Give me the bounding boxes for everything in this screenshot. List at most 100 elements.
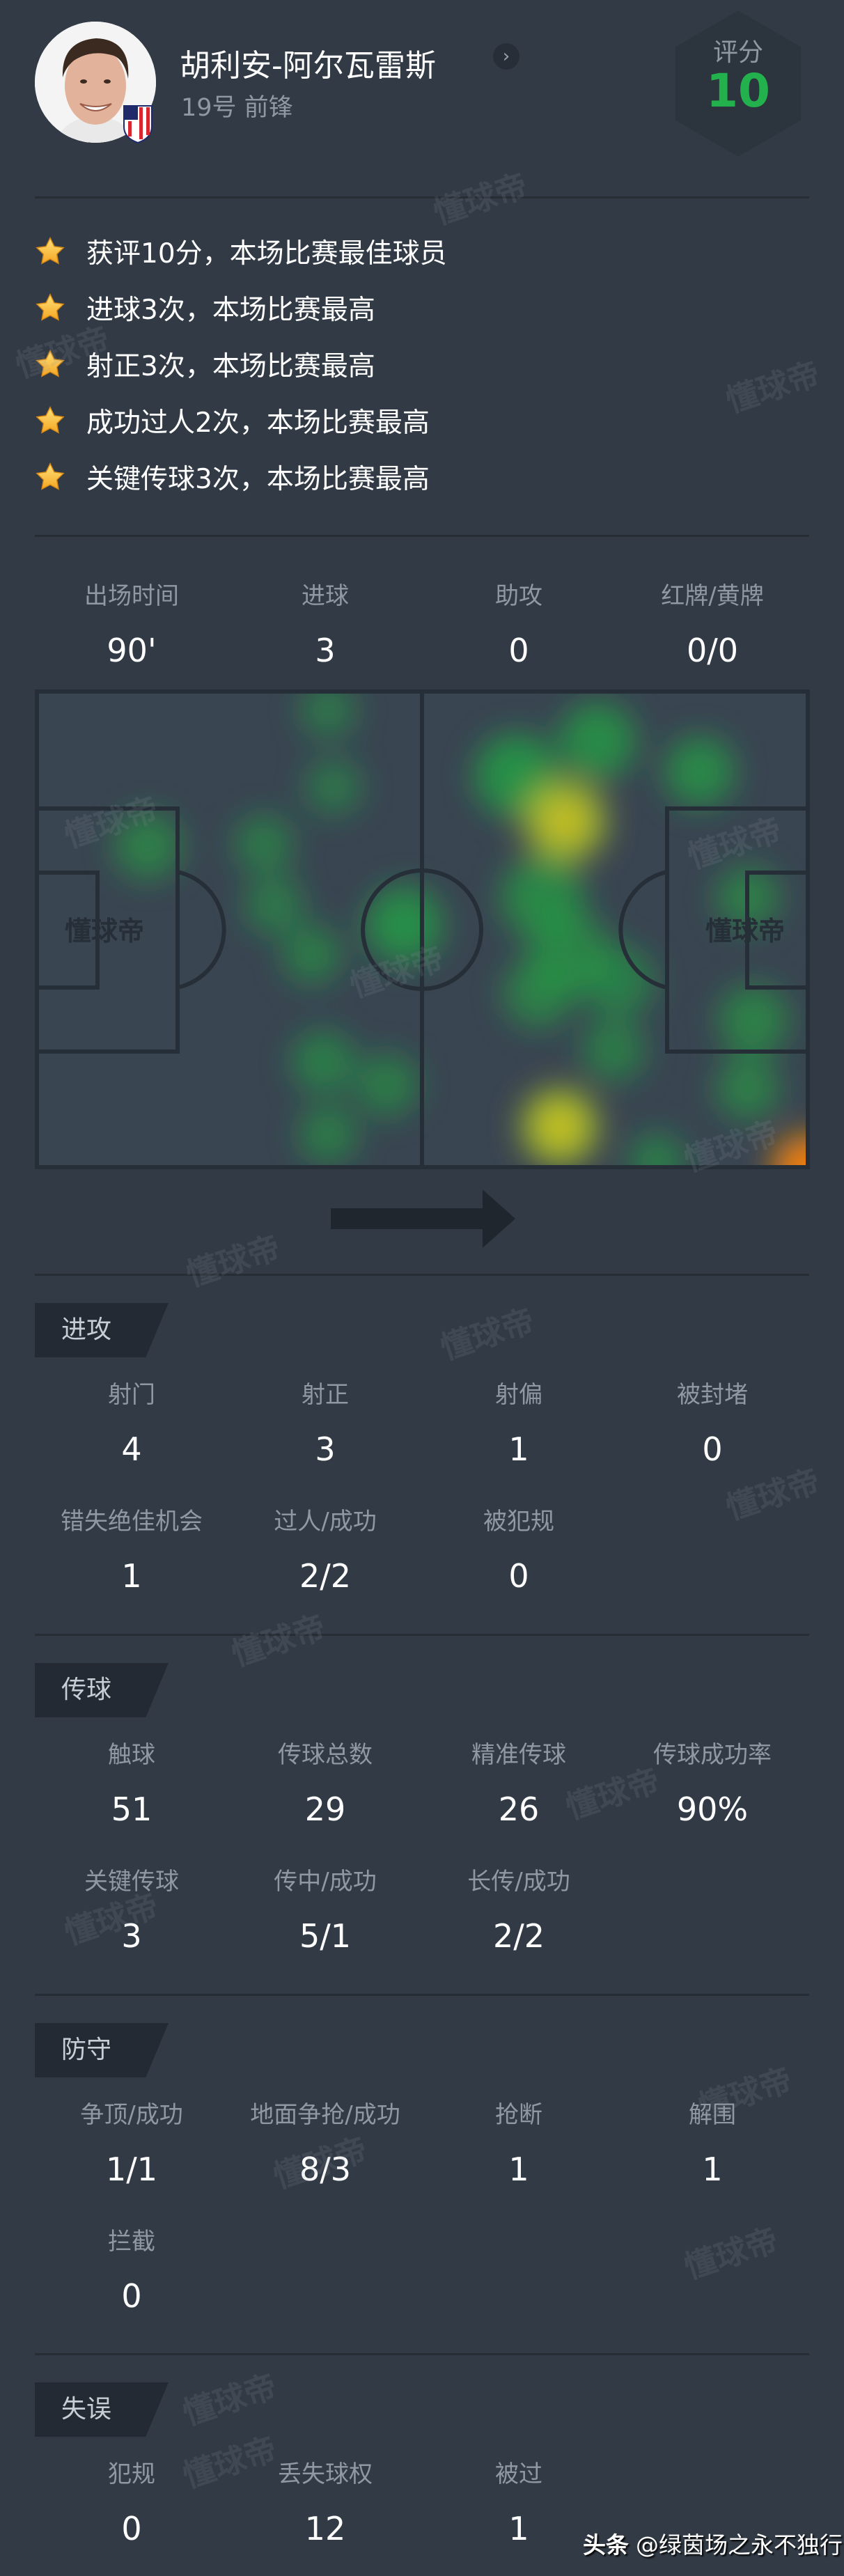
- heat-core: [542, 1109, 577, 1144]
- stat-label: 进球: [302, 582, 349, 610]
- heat-blob: [717, 1057, 779, 1120]
- highlight-item: 成功过人2次，本场比赛最高: [35, 400, 430, 442]
- stat-value: 90': [107, 632, 157, 669]
- stat-value: 29: [304, 1790, 346, 1828]
- stat-value: 1: [508, 1430, 529, 1468]
- stat-value: 0: [121, 2510, 142, 2547]
- stat-cell: 被封堵 0: [616, 1378, 809, 1469]
- heat-blob: [366, 887, 442, 963]
- heat-blob: [306, 759, 361, 815]
- stat-cell: 丢失球权 12: [228, 2458, 422, 2548]
- watermark: 懂球帝: [226, 1607, 330, 1673]
- watermark: 懂球帝: [181, 1228, 285, 1294]
- divider: [35, 535, 809, 537]
- stat-value: 2/2: [492, 1917, 545, 1955]
- stat-label: 长传/成功: [467, 1868, 570, 1896]
- stat-cell: 争顶/成功 1/1: [35, 2098, 228, 2189]
- stat-label: 过人/成功: [274, 1508, 377, 1536]
- stat-label: 出场时间: [84, 582, 179, 610]
- stat-cell: 拦截 0: [35, 2225, 228, 2316]
- stat-cell: 抢断 1: [422, 2098, 616, 2189]
- section-tag: 传球: [35, 1663, 169, 1717]
- heat-blob: [559, 703, 636, 779]
- stat-cell: 传球总数 29: [228, 1738, 422, 1829]
- stat-cell: 犯规 0: [35, 2458, 228, 2548]
- stat-label: 红牌/黄牌: [661, 582, 764, 610]
- highlight-item: 获评10分，本场比赛最佳球员: [35, 231, 447, 272]
- watermark: 懂球帝: [435, 1301, 539, 1367]
- stat-value: 1: [121, 1557, 142, 1595]
- heat-blob: [299, 1105, 357, 1164]
- stat-label: 争顶/成功: [80, 2101, 183, 2129]
- watermark: 懂球帝: [178, 2366, 281, 2433]
- stat-label: 被封堵: [677, 1381, 748, 1409]
- stat-value: 90%: [676, 1790, 749, 1828]
- pitch-lines: [35, 689, 810, 1169]
- stat-value: 3: [315, 1430, 336, 1468]
- stat-label: 传球成功率: [653, 1741, 772, 1769]
- stat-value: 0: [121, 2277, 142, 2315]
- stat-cell: 助攻 0: [422, 579, 616, 670]
- heat-blob: [114, 813, 181, 880]
- star-icon: [36, 237, 65, 265]
- stat-value: 0: [702, 1430, 723, 1468]
- stat-label: 射门: [108, 1381, 155, 1409]
- divider: [35, 196, 809, 198]
- heat-blob: [719, 985, 788, 1055]
- heat-blob: [582, 1019, 645, 1082]
- star-icon: [36, 406, 65, 434]
- stat-value: 0/0: [686, 632, 739, 669]
- rating-label: 评分: [712, 38, 763, 67]
- stat-value: 1: [702, 2150, 723, 2188]
- star-icon: [36, 462, 65, 490]
- pitch-watermark: 懂球帝: [705, 916, 785, 946]
- stat-value: 1: [508, 2510, 529, 2547]
- heat-blob: [283, 926, 341, 984]
- heat-core: [546, 802, 584, 840]
- heat-blob: [235, 815, 293, 873]
- stat-cell: 射偏 1: [422, 1378, 616, 1469]
- highlight-text: 关键传球3次，本场比赛最高: [86, 464, 430, 495]
- stat-cell: 长传/成功 2/2: [422, 1865, 616, 1956]
- stat-cell: 传中/成功 5/1: [228, 1865, 422, 1956]
- section-tag: 防守: [35, 2023, 169, 2077]
- stat-cell: 错失绝佳机会 1: [35, 1505, 228, 1595]
- stat-cell: 地面争抢/成功 8/3: [228, 2098, 422, 2189]
- heat-blob: [665, 737, 735, 806]
- stat-label: 抢断: [495, 2101, 542, 2129]
- stat-label: 传中/成功: [274, 1868, 377, 1896]
- stat-cell: 精准传球 26: [422, 1738, 616, 1829]
- highlight-text: 射正3次，本场比赛最高: [86, 351, 375, 382]
- stat-cell: 传球成功率 90%: [616, 1738, 809, 1829]
- highlight-item: 射正3次，本场比赛最高: [35, 343, 375, 385]
- chevron-right-icon[interactable]: ›: [493, 43, 519, 70]
- heat-layer: [114, 689, 810, 1169]
- stat-value: 3: [315, 632, 336, 669]
- divider: [35, 1274, 809, 1276]
- section-tag: 失误: [35, 2382, 169, 2437]
- stat-value: 1/1: [105, 2150, 158, 2188]
- stat-label: 触球: [108, 1741, 155, 1769]
- stat-label: 地面争抢/成功: [250, 2101, 400, 2129]
- stat-value: 3: [121, 1917, 142, 1955]
- stat-cell: 射正 3: [228, 1378, 422, 1469]
- summary-stats: 出场时间 90' 进球 3 助攻 0 红牌/黄牌 0/0: [35, 579, 809, 670]
- stat-cell: 解围 1: [616, 2098, 809, 2189]
- player-name[interactable]: 胡利安-阿尔瓦雷斯: [180, 48, 436, 84]
- watermark: 懂球帝: [721, 354, 825, 420]
- heat-blob: [245, 876, 304, 935]
- heatmap-pitch: 懂球帝 懂球帝: [35, 689, 810, 1169]
- stat-value: 12: [304, 2510, 346, 2547]
- club-badge-icon: [123, 105, 153, 143]
- attack-direction-arrow-icon: [331, 1189, 515, 1248]
- section-tag: 进攻: [35, 1303, 169, 1357]
- stat-label: 拦截: [108, 2228, 155, 2256]
- stat-cell: 过人/成功 2/2: [228, 1505, 422, 1595]
- player-avatar[interactable]: [35, 22, 156, 143]
- heat-blob: [503, 958, 573, 1028]
- highlight-text: 获评10分，本场比赛最佳球员: [86, 238, 447, 270]
- player-photo-icon: [35, 22, 156, 143]
- stat-label: 错失绝佳机会: [61, 1508, 203, 1536]
- pitch-watermark: 懂球帝: [65, 916, 144, 946]
- divider: [35, 2353, 809, 2355]
